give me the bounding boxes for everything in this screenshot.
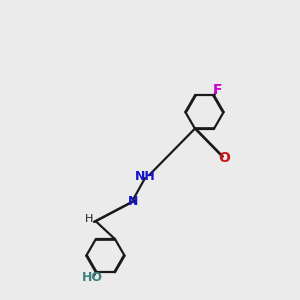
Text: N: N [128, 195, 138, 208]
Text: NH: NH [135, 170, 155, 183]
Text: H: H [85, 214, 93, 224]
Text: HO: HO [82, 272, 103, 284]
Text: F: F [212, 83, 222, 97]
Text: O: O [218, 152, 230, 166]
